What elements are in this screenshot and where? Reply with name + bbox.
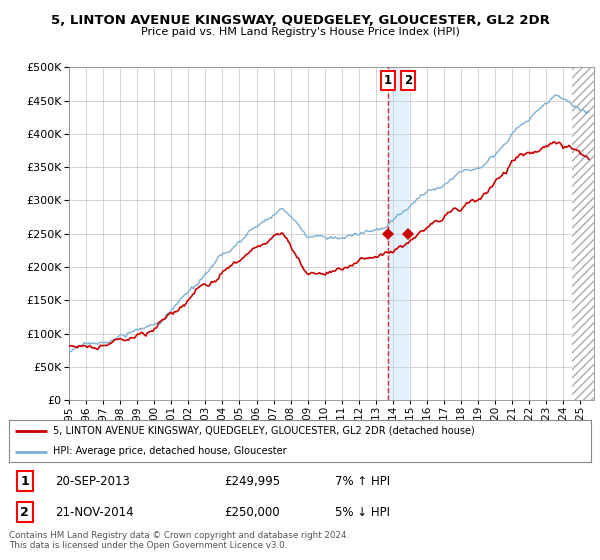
Text: £249,995: £249,995 [224, 475, 280, 488]
Text: 5, LINTON AVENUE KINGSWAY, QUEDGELEY, GLOUCESTER, GL2 2DR: 5, LINTON AVENUE KINGSWAY, QUEDGELEY, GL… [50, 14, 550, 27]
Text: 2: 2 [404, 74, 412, 87]
Text: HPI: Average price, detached house, Gloucester: HPI: Average price, detached house, Glou… [53, 446, 286, 456]
Text: 21-NOV-2014: 21-NOV-2014 [56, 506, 134, 519]
Text: 1: 1 [20, 475, 29, 488]
Bar [572, 67, 594, 400]
Text: Contains HM Land Registry data © Crown copyright and database right 2024.
This d: Contains HM Land Registry data © Crown c… [9, 531, 349, 550]
Bar [388, 67, 408, 400]
Text: 20-SEP-2013: 20-SEP-2013 [56, 475, 130, 488]
Bar [572, 67, 594, 400]
Text: Price paid vs. HM Land Registry's House Price Index (HPI): Price paid vs. HM Land Registry's House … [140, 27, 460, 37]
Text: 1: 1 [384, 74, 392, 87]
Text: 2: 2 [20, 506, 29, 519]
Text: 5% ↓ HPI: 5% ↓ HPI [335, 506, 390, 519]
Text: £250,000: £250,000 [224, 506, 280, 519]
Text: 7% ↑ HPI: 7% ↑ HPI [335, 475, 390, 488]
Text: 5, LINTON AVENUE KINGSWAY, QUEDGELEY, GLOUCESTER, GL2 2DR (detached house): 5, LINTON AVENUE KINGSWAY, QUEDGELEY, GL… [53, 426, 475, 436]
